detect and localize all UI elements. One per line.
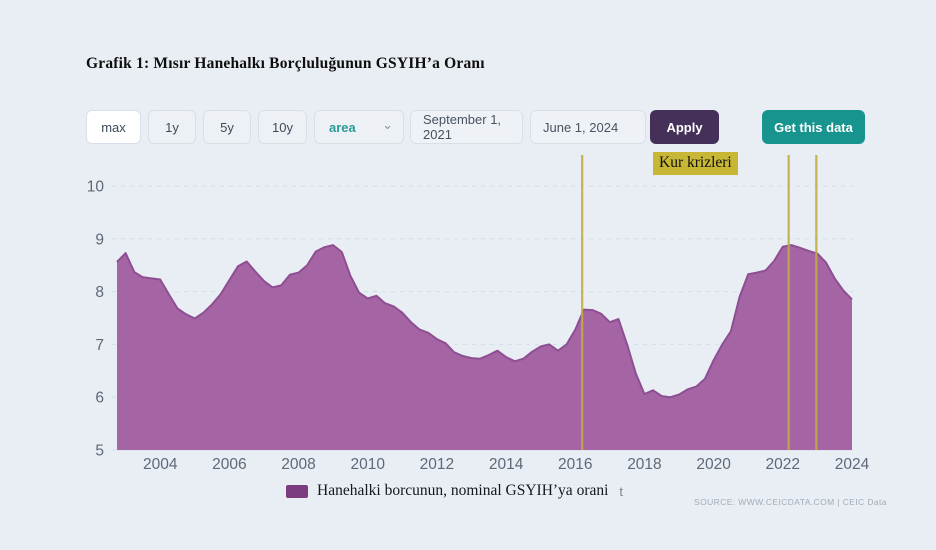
chevron-down-icon: ⌄ [382, 117, 393, 132]
apply-button[interactable]: Apply [650, 110, 719, 144]
chart-type-value: area [329, 119, 356, 135]
get-this-data-button[interactable]: Get this data [762, 110, 865, 144]
x-tick-label: 2012 [420, 456, 454, 473]
x-tick-label: 2008 [281, 456, 315, 473]
date-to-input[interactable]: June 1, 2024 [530, 110, 646, 144]
currency-crises-annotation: Kur krizleri [653, 152, 738, 175]
x-tick-label: 2024 [835, 456, 870, 473]
x-tick-label: 2014 [489, 456, 524, 473]
x-tick-label: 2016 [558, 456, 592, 473]
date-from-input[interactable]: September 1, 2021 [410, 110, 523, 144]
source-credit: SOURCE: WWW.CEICDATA.COM | CEIC Data [694, 497, 887, 507]
y-tick-label: 7 [95, 337, 104, 354]
legend-swatch [286, 484, 308, 498]
range-button-1y[interactable]: 1y [148, 110, 196, 144]
y-tick-label: 9 [95, 231, 104, 248]
y-tick-label: 10 [87, 179, 105, 196]
y-tick-label: 5 [95, 443, 104, 460]
area-series-fill [117, 245, 852, 450]
area-series-line [116, 244, 853, 399]
x-tick-label: 2022 [766, 456, 800, 473]
chart-type-select[interactable]: area ⌄ [314, 110, 404, 144]
range-button-max[interactable]: max [86, 110, 141, 144]
chart-toolbar: max 1y 5y 10y area ⌄ September 1, 2021 J… [86, 110, 865, 144]
chart-legend: Hanehalki borcunun, nominal GSYIH’ya ora… [286, 482, 623, 500]
x-tick-label: 2004 [143, 456, 178, 473]
x-tick-label: 2010 [350, 456, 385, 473]
x-tick-label: 2006 [212, 456, 246, 473]
y-tick-label: 6 [95, 390, 104, 407]
x-tick-label: 2020 [696, 456, 731, 473]
legend-label: Hanehalki borcunun, nominal GSYIH’ya ora… [317, 482, 609, 499]
y-tick-label: 8 [95, 284, 104, 301]
legend-residual-text: t [619, 483, 624, 499]
range-button-5y[interactable]: 5y [203, 110, 251, 144]
range-button-10y[interactable]: 10y [258, 110, 307, 144]
chart-title: Grafik 1: Mısır Hanehalkı Borçluluğunun … [86, 55, 485, 72]
x-tick-label: 2018 [627, 456, 661, 473]
